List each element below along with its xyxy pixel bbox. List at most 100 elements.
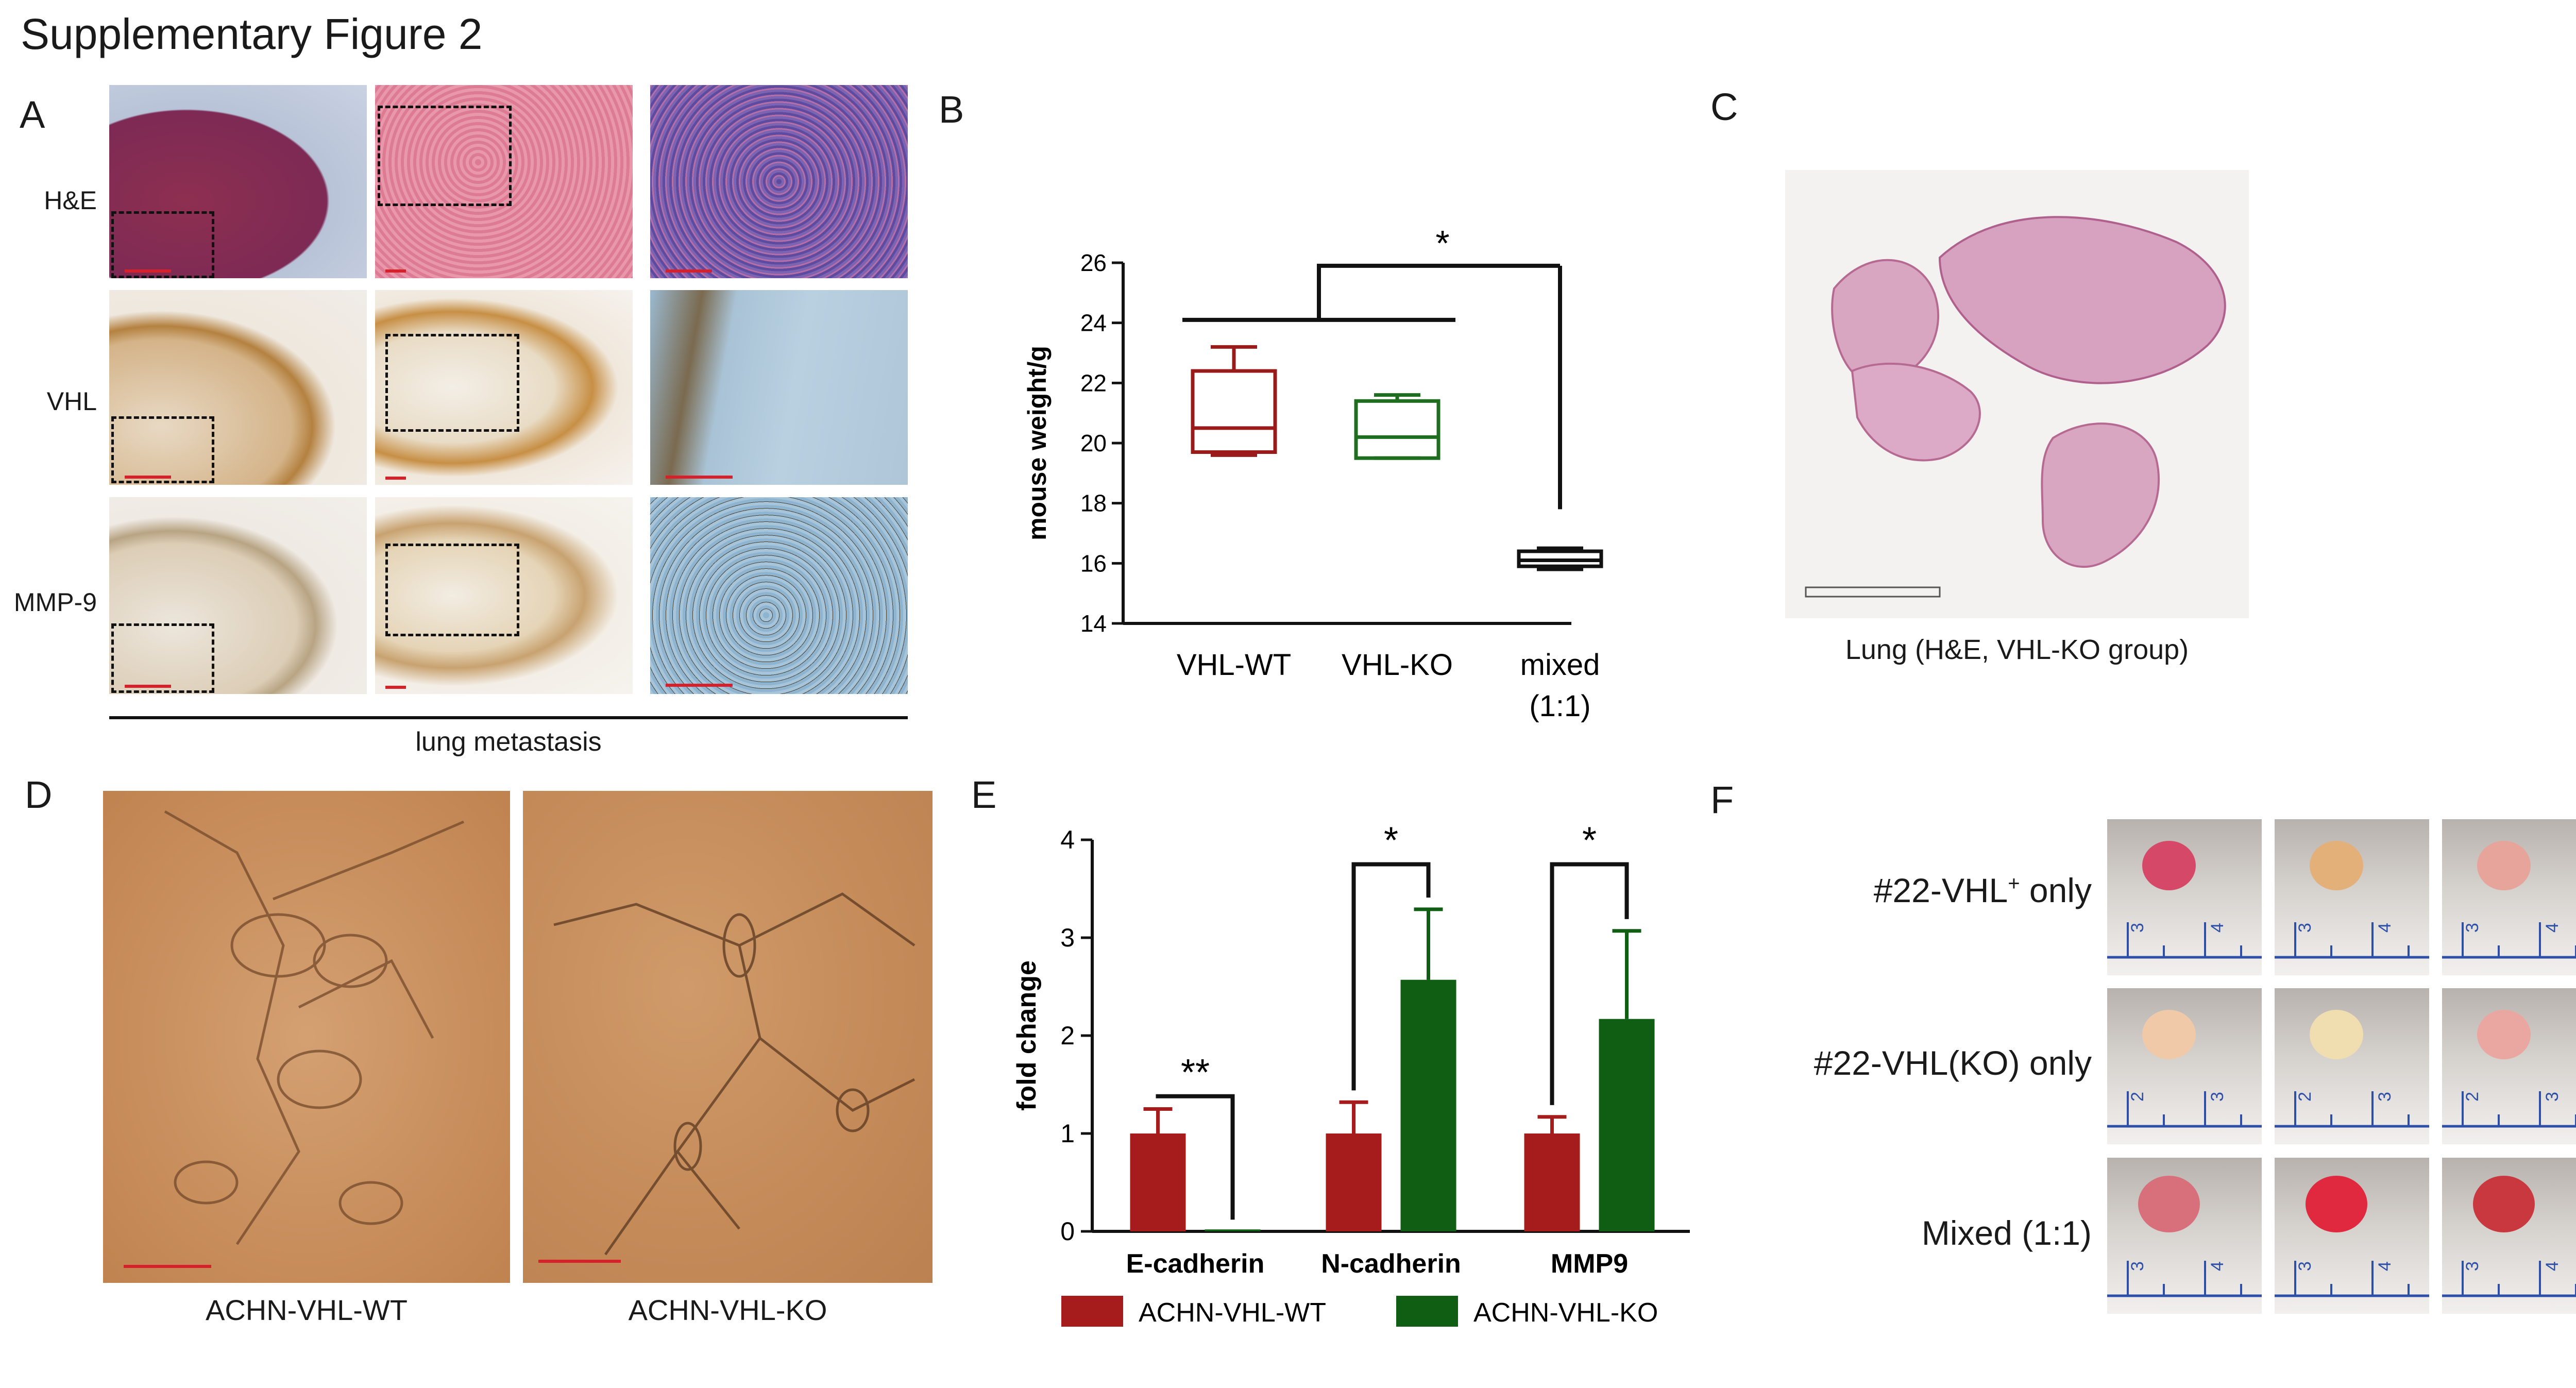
tumor-sample (2138, 1176, 2200, 1232)
y-tick-label: 1 (1060, 1119, 1075, 1148)
ruler-number: 3 (2295, 923, 2315, 933)
tumor-sample (2306, 1176, 2367, 1232)
ruler-number: 2 (2128, 1092, 2147, 1102)
ruler-number: 2 (2463, 1092, 2482, 1102)
row-label-tail: only (2020, 871, 2092, 909)
tumor-sample (2142, 1010, 2196, 1059)
panel-a-letter: A (20, 93, 45, 136)
y-tick-label: 2 (1060, 1021, 1075, 1050)
superscript-plus: + (2008, 872, 2020, 895)
panel-a-row-label-mmp9: MMP-9 (13, 588, 97, 617)
scale-bar (666, 476, 733, 479)
y-tick-label: 24 (1080, 310, 1107, 336)
panel-f-letter: F (1710, 778, 1734, 821)
bar (1205, 1229, 1261, 1231)
x-label-mixed: mixed (1520, 648, 1600, 682)
bar (1326, 1133, 1382, 1231)
zoom-box (378, 106, 512, 206)
x-tick-label: MMP9 (1551, 1249, 1628, 1279)
he-low-mag-image (109, 85, 367, 278)
achn-vhl-wt-caption: ACHN-VHL-WT (206, 1294, 408, 1326)
y-axis-label: fold change (1012, 960, 1042, 1111)
scale-bar (385, 686, 406, 689)
scale-bar (666, 269, 712, 273)
significance-mark: * (1582, 820, 1597, 861)
panel-e-letter: E (971, 773, 997, 816)
y-tick-label: 0 (1060, 1217, 1075, 1246)
bar (1524, 1133, 1580, 1231)
lung-metastasis-label: lung metastasis (415, 727, 602, 757)
fold-change-bar-chart: 0 1 2 3 4 fold change E-cadherin ** N-cadherin * M… (1012, 820, 1690, 1328)
ruler-number: 4 (2208, 923, 2227, 933)
x-label-mixed-ratio: (1:1) (1529, 689, 1590, 723)
x-tick-label: E-cadherin (1126, 1249, 1265, 1279)
lung-he-section-image (1785, 170, 2249, 618)
significance-mark: * (1384, 820, 1398, 861)
mmp9-low-mag-image (109, 497, 367, 694)
ruler-number: 3 (2128, 923, 2147, 933)
scale-bar (125, 476, 171, 479)
panel-c-caption: Lung (H&E, VHL-KO group) (1845, 634, 2189, 665)
legend-label: ACHN-VHL-WT (1139, 1298, 1326, 1328)
tumor-sample (2477, 841, 2531, 890)
scale-bar (385, 477, 406, 480)
tumor-sample (2473, 1176, 2535, 1232)
bar (1400, 979, 1456, 1231)
row-label-text: #22-VHL (1873, 871, 2008, 909)
vhl-mid-mag-image (375, 290, 633, 485)
vhl-low-mag-image (109, 290, 367, 485)
legend-swatch (1396, 1296, 1458, 1327)
zoom-box (385, 334, 519, 432)
ruler-number: 3 (2543, 1092, 2562, 1102)
achn-vhl-wt-cell-image (103, 791, 510, 1283)
ruler-number: 4 (2208, 1261, 2227, 1271)
bar (1599, 1019, 1655, 1231)
y-tick-label: 16 (1080, 550, 1107, 577)
panel-f-row-label-mixed: Mixed (1:1) (1921, 1214, 2092, 1252)
panel-f-row-label-vhl-ko: #22-VHL(KO) only (1814, 1044, 2092, 1082)
ruler-number: 3 (2295, 1261, 2315, 1271)
achn-vhl-ko-cell-image (523, 791, 933, 1283)
tumor-sample (2142, 841, 2196, 890)
ruler-number: 3 (2128, 1261, 2147, 1271)
panel-f-row-label-vhl-plus: #22-VHL+ only (1741, 871, 2092, 910)
mmp9-high-mag-image (650, 497, 908, 694)
bar (1130, 1133, 1186, 1231)
ruler-number: 3 (2375, 1092, 2395, 1102)
mmp9-mid-mag-image (375, 497, 633, 694)
zoom-box (111, 211, 214, 278)
he-high-mag-image (650, 85, 908, 278)
he-mid-mag-image (375, 85, 633, 278)
zoom-box (111, 416, 214, 483)
tumor-sample (2310, 1010, 2363, 1059)
y-tick-label: 4 (1060, 825, 1075, 854)
x-label-vhl-wt: VHL-WT (1177, 648, 1291, 682)
mouse-weight-box-plot: 14 16 18 20 22 24 26 mouse weight/g VHL-WT VHL-KO… (1023, 223, 1603, 723)
tumor-sample (2310, 841, 2363, 890)
y-tick-label: 14 (1080, 610, 1107, 637)
box (1354, 399, 1440, 460)
panel-d-letter: D (25, 773, 53, 816)
y-tick-label: 22 (1080, 369, 1107, 396)
achn-vhl-ko-caption: ACHN-VHL-KO (628, 1294, 827, 1326)
ruler-number: 3 (2463, 1261, 2482, 1271)
ruler-number: 4 (2375, 923, 2395, 933)
scale-bar (666, 684, 733, 687)
x-label-vhl-ko: VHL-KO (1342, 648, 1453, 682)
ruler-number: 4 (2375, 1261, 2395, 1271)
zoom-box (385, 544, 519, 636)
y-tick-label: 3 (1060, 923, 1075, 952)
panel-a-row-label-vhl: VHL (46, 387, 97, 416)
tumor-sample (2477, 1010, 2531, 1059)
figure-title: Supplementary Figure 2 (21, 10, 483, 58)
y-axis-label: mouse weight/g (1023, 346, 1052, 540)
y-tick-label: 26 (1080, 249, 1107, 276)
panel-a-row-label-he: H&E (44, 186, 97, 215)
